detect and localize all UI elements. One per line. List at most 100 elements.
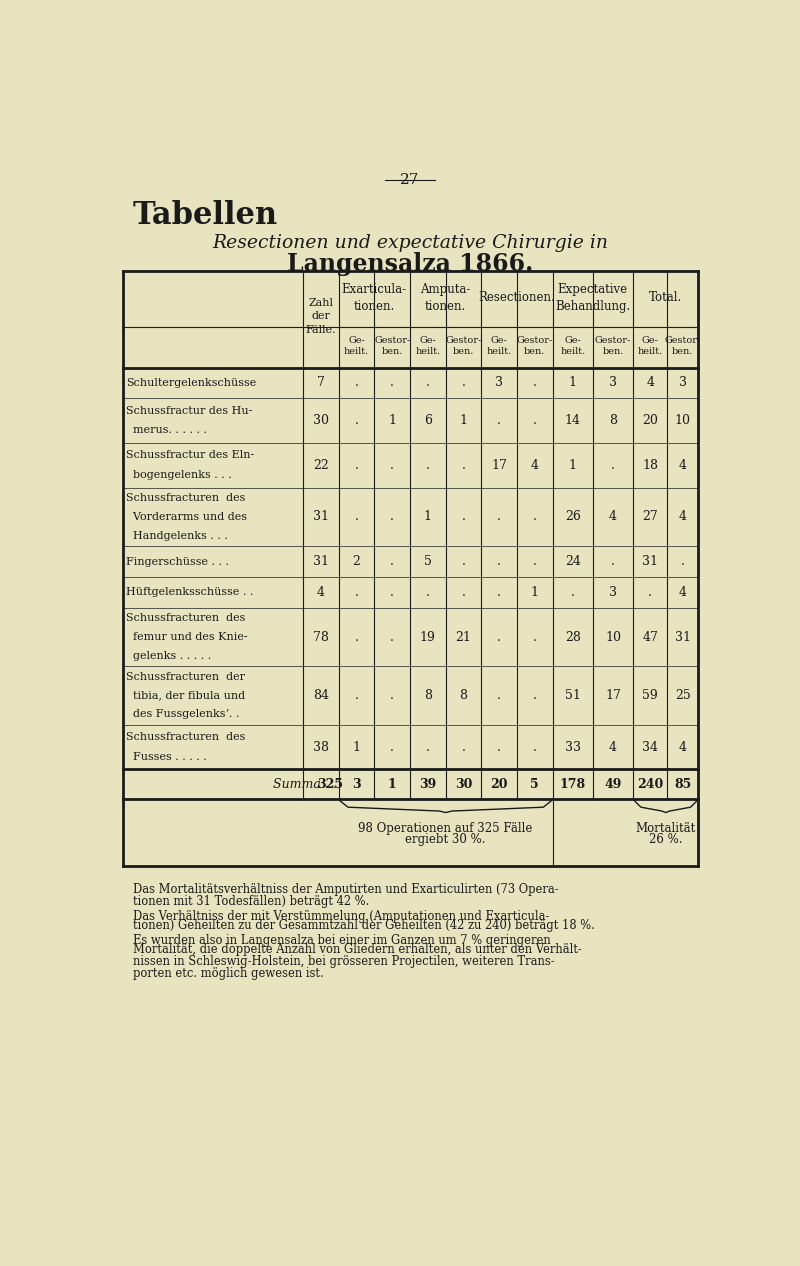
Text: .: . bbox=[462, 741, 466, 753]
Text: Summa . .: Summa . . bbox=[274, 777, 338, 790]
Text: 8: 8 bbox=[459, 689, 467, 703]
Text: 21: 21 bbox=[455, 630, 471, 643]
Text: 4: 4 bbox=[609, 741, 617, 753]
Text: Schultergelenkschüsse: Schultergelenkschüsse bbox=[126, 379, 257, 387]
Text: .: . bbox=[426, 741, 430, 753]
Text: .: . bbox=[497, 630, 501, 643]
Text: Schussfracturen  des: Schussfracturen des bbox=[126, 494, 246, 503]
Text: Schussfracturen  des: Schussfracturen des bbox=[126, 613, 246, 623]
Text: 1: 1 bbox=[569, 458, 577, 472]
Text: .: . bbox=[354, 586, 358, 599]
Text: Total.: Total. bbox=[649, 291, 682, 304]
Text: .: . bbox=[611, 555, 615, 568]
Text: 30: 30 bbox=[454, 777, 472, 790]
Text: .: . bbox=[390, 689, 394, 703]
Text: Gestor-
ben.: Gestor- ben. bbox=[446, 335, 482, 356]
Text: 14: 14 bbox=[565, 414, 581, 427]
Text: .: . bbox=[390, 741, 394, 753]
Text: .: . bbox=[533, 555, 537, 568]
Text: 38: 38 bbox=[313, 741, 329, 753]
Text: .: . bbox=[681, 555, 685, 568]
Text: Schussfractur des Eln-: Schussfractur des Eln- bbox=[126, 451, 254, 461]
Text: .: . bbox=[497, 689, 501, 703]
Text: 47: 47 bbox=[642, 630, 658, 643]
Text: Resectionen.: Resectionen. bbox=[478, 291, 555, 304]
Text: 1: 1 bbox=[459, 414, 467, 427]
Text: 19: 19 bbox=[420, 630, 436, 643]
Text: 4: 4 bbox=[679, 458, 687, 472]
Text: 4: 4 bbox=[679, 586, 687, 599]
Text: Ge-
heilt.: Ge- heilt. bbox=[638, 335, 663, 356]
Text: des Fussgelenksʼ. .: des Fussgelenksʼ. . bbox=[126, 709, 240, 719]
Text: 20: 20 bbox=[490, 777, 508, 790]
Text: .: . bbox=[390, 376, 394, 390]
Text: 2: 2 bbox=[353, 555, 361, 568]
Text: Fusses . . . . .: Fusses . . . . . bbox=[126, 752, 207, 762]
Text: Vorderarms und des: Vorderarms und des bbox=[126, 511, 247, 522]
Text: .: . bbox=[426, 458, 430, 472]
Text: .: . bbox=[354, 376, 358, 390]
Text: .: . bbox=[462, 458, 466, 472]
Text: .: . bbox=[354, 689, 358, 703]
Text: Das Verhältniss der mit Verstümmelung (Amputationen und Exarticula-: Das Verhältniss der mit Verstümmelung (A… bbox=[133, 910, 549, 923]
Text: 31: 31 bbox=[313, 510, 329, 523]
Text: 4: 4 bbox=[530, 458, 538, 472]
Text: 17: 17 bbox=[491, 458, 507, 472]
Text: 5: 5 bbox=[424, 555, 432, 568]
Text: 3: 3 bbox=[609, 586, 617, 599]
Text: .: . bbox=[533, 376, 537, 390]
Text: 1: 1 bbox=[388, 777, 397, 790]
Text: gelenks . . . . .: gelenks . . . . . bbox=[126, 651, 211, 661]
Text: .: . bbox=[533, 689, 537, 703]
Text: .: . bbox=[462, 510, 466, 523]
Text: .: . bbox=[497, 414, 501, 427]
Text: 10: 10 bbox=[675, 414, 691, 427]
Text: .: . bbox=[497, 586, 501, 599]
Text: 33: 33 bbox=[565, 741, 581, 753]
Text: 1: 1 bbox=[569, 376, 577, 390]
Text: 7: 7 bbox=[317, 376, 325, 390]
Text: 85: 85 bbox=[674, 777, 691, 790]
Text: 22: 22 bbox=[313, 458, 329, 472]
Text: 31: 31 bbox=[313, 555, 329, 568]
Text: 10: 10 bbox=[605, 630, 621, 643]
Text: 1: 1 bbox=[424, 510, 432, 523]
Text: 25: 25 bbox=[675, 689, 690, 703]
Text: porten etc. möglich gewesen ist.: porten etc. möglich gewesen ist. bbox=[133, 967, 323, 980]
Text: .: . bbox=[462, 555, 466, 568]
Text: tionen) Geheilten zu der Gesammtzahl der Geheilten (42 zu 240) beträgt 18 %.: tionen) Geheilten zu der Gesammtzahl der… bbox=[133, 919, 594, 932]
Text: 84: 84 bbox=[313, 689, 329, 703]
Text: Expectative
Behandlung.: Expectative Behandlung. bbox=[555, 282, 630, 313]
Text: Resectionen und expectative Chirurgie in: Resectionen und expectative Chirurgie in bbox=[212, 233, 608, 252]
Text: .: . bbox=[571, 586, 574, 599]
Text: Ge-
heilt.: Ge- heilt. bbox=[486, 335, 512, 356]
Text: Langensalza 1866.: Langensalza 1866. bbox=[287, 252, 533, 276]
Text: 3: 3 bbox=[679, 376, 687, 390]
Text: Schussfractur des Hu-: Schussfractur des Hu- bbox=[126, 406, 253, 415]
Text: 26: 26 bbox=[565, 510, 581, 523]
Text: 39: 39 bbox=[419, 777, 437, 790]
Text: Mortalität: Mortalität bbox=[636, 822, 696, 834]
Text: Das Mortalitätsverhältniss der Amputirten und Exarticulirten (73 Opera-: Das Mortalitätsverhältniss der Amputirte… bbox=[133, 884, 558, 896]
Text: .: . bbox=[462, 586, 466, 599]
Text: Gestor-
ben.: Gestor- ben. bbox=[595, 335, 631, 356]
Text: .: . bbox=[533, 630, 537, 643]
Text: 31: 31 bbox=[675, 630, 691, 643]
Text: 4: 4 bbox=[679, 510, 687, 523]
Text: tibia, der fibula und: tibia, der fibula und bbox=[126, 690, 246, 700]
Text: .: . bbox=[426, 376, 430, 390]
Text: 18: 18 bbox=[642, 458, 658, 472]
Text: Es wurden also in Langensalza bei einer im Ganzen um 7 % geringeren: Es wurden also in Langensalza bei einer … bbox=[133, 934, 550, 947]
Text: Exarticula-
tionen.: Exarticula- tionen. bbox=[342, 282, 407, 313]
Text: .: . bbox=[462, 376, 466, 390]
Text: .: . bbox=[354, 414, 358, 427]
Text: 4: 4 bbox=[609, 510, 617, 523]
Text: .: . bbox=[497, 555, 501, 568]
Text: merus. . . . . .: merus. . . . . . bbox=[126, 425, 207, 436]
Text: Fingerschüsse . . .: Fingerschüsse . . . bbox=[126, 557, 230, 567]
Text: .: . bbox=[390, 510, 394, 523]
Text: tionen mit 31 Todesfällen) beträgt 42 %.: tionen mit 31 Todesfällen) beträgt 42 %. bbox=[133, 895, 369, 909]
Text: .: . bbox=[390, 555, 394, 568]
Text: 24: 24 bbox=[565, 555, 581, 568]
Text: .: . bbox=[497, 741, 501, 753]
